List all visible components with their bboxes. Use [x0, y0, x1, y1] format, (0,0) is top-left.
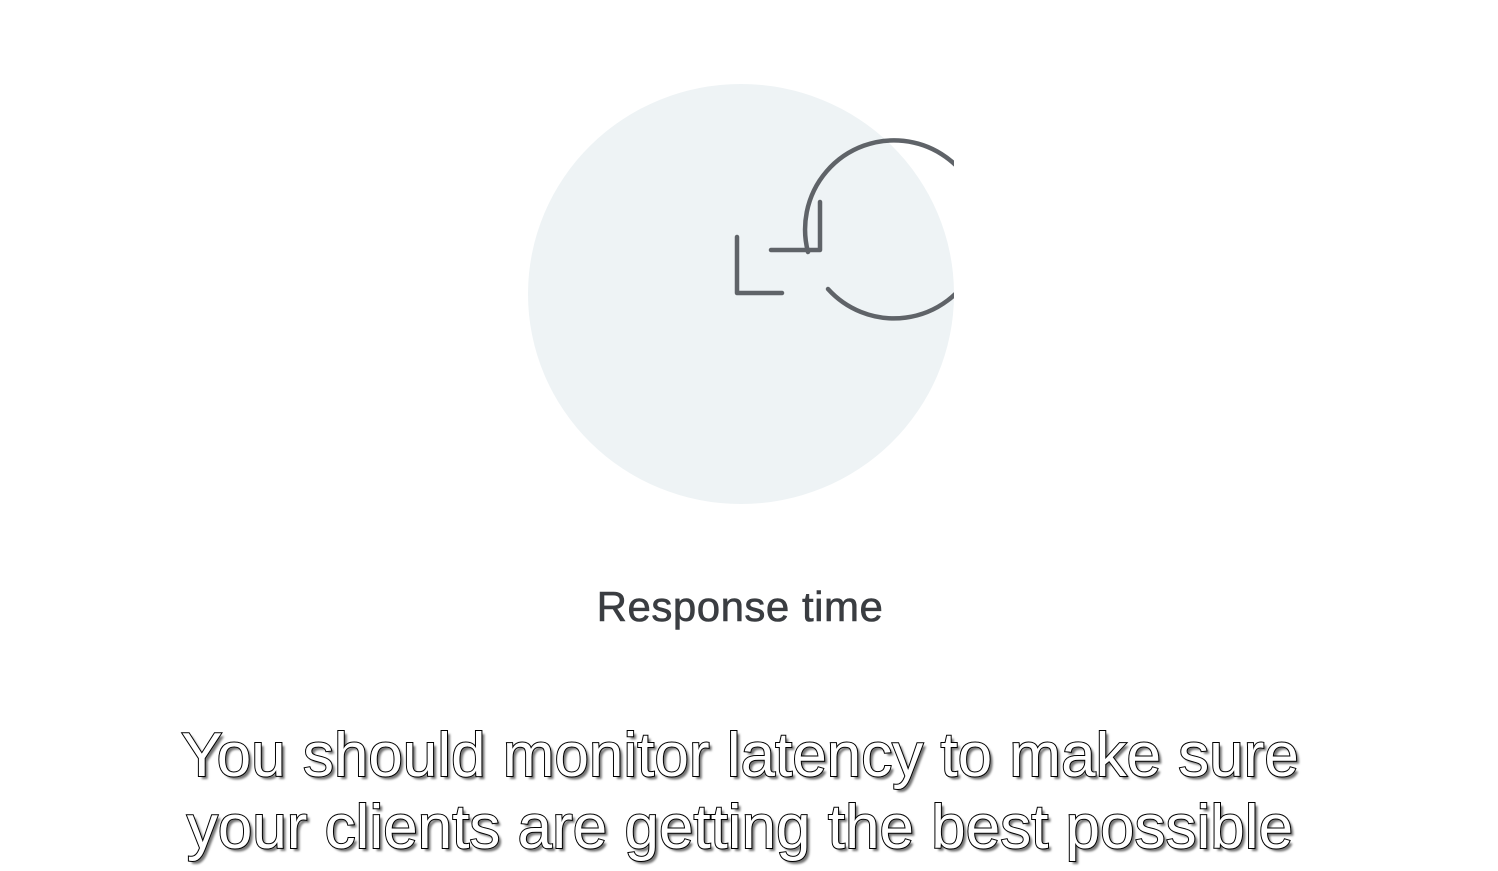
subtitle-line-2: your clients are getting the best possib… [186, 792, 1294, 863]
metric-label: Response time [596, 583, 884, 631]
icon-circle-background [528, 84, 954, 504]
subtitle-line-1: You should monitor latency to make sure [180, 720, 1300, 791]
subtitle-caption: You should monitor latency to make sure … [0, 720, 1480, 864]
clock-refresh-icon [734, 138, 954, 321]
